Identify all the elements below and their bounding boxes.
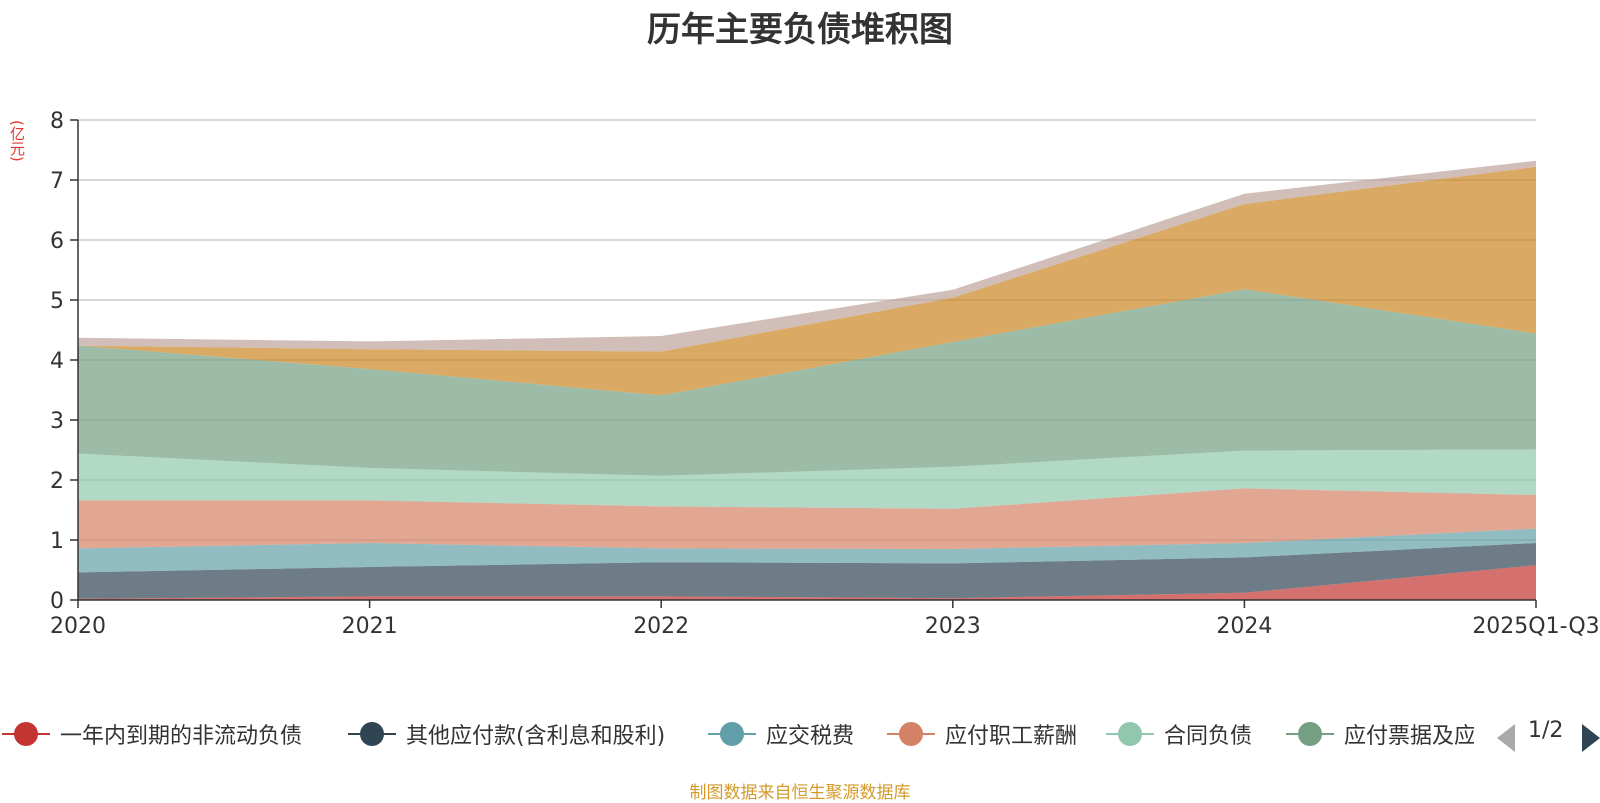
area-series-5[interactable] (78, 289, 1536, 476)
legend-label: 其他应付款(含利息和股利) (406, 724, 666, 749)
y-tick-label: 5 (50, 289, 64, 314)
area-series-2[interactable] (78, 528, 1536, 573)
legend: 一年内到期的非流动负债 其他应付款(含利息和股利) 应交税费 应付职工薪酬 合同负债 应付… (0, 716, 1600, 752)
area-series-1[interactable] (78, 543, 1536, 599)
x-tick-label: 2021 (342, 614, 398, 639)
legend-marker-icon (0, 716, 52, 752)
legend-marker-icon (1284, 716, 1336, 752)
y-tick-label: 4 (50, 349, 64, 374)
area-series-7[interactable] (78, 160, 1536, 352)
legend-label: 应付职工薪酬 (945, 724, 1078, 749)
y-axis-unit-label: (亿元) (8, 120, 26, 162)
source-note: 制图数据来自恒生聚源数据库 (689, 783, 911, 803)
legend-item-0[interactable]: 一年内到期的非流动负债 (0, 716, 302, 752)
y-tick-label: 8 (50, 109, 64, 134)
legend-label: 应交税费 (766, 724, 855, 749)
area-series-0[interactable] (78, 565, 1536, 600)
legend-marker-icon (1104, 716, 1156, 752)
legend-page-indicator: 1/2 (1528, 718, 1564, 743)
x-tick-label: 2020 (50, 614, 106, 639)
area-series-3[interactable] (78, 488, 1536, 549)
area-series-6[interactable] (78, 166, 1536, 396)
y-tick-label: 0 (50, 589, 64, 614)
chart-title: 历年主要负债堆积图 (647, 10, 953, 50)
area-series (78, 160, 1536, 600)
y-tick-label: 1 (50, 529, 64, 554)
legend-label: 应付票据及应付账款 (1344, 724, 1474, 749)
area-series-4[interactable] (78, 449, 1536, 509)
stacked-area-chart: 0 1 2 3 4 5 6 7 8 2020 2021 2022 2023 2024 2025Q1-Q3 (50, 109, 1600, 639)
y-tick-label: 6 (50, 229, 64, 254)
x-tick-label: 2022 (633, 614, 689, 639)
legend-marker-icon (346, 716, 398, 752)
legend-item-1[interactable]: 其他应付款(含利息和股利) (346, 716, 665, 752)
legend-item-3[interactable]: 应付职工薪酬 (885, 716, 1077, 752)
y-tick-label: 2 (50, 469, 64, 494)
x-tick-label: 2023 (925, 614, 981, 639)
legend-label: 一年内到期的非流动负债 (60, 724, 303, 749)
x-tick-label: 2024 (1216, 614, 1272, 639)
y-tick-label: 3 (50, 409, 64, 434)
legend-marker-icon (706, 716, 758, 752)
x-tick-label: 2025Q1-Q3 (1472, 614, 1599, 639)
legend-marker-icon (885, 716, 937, 752)
legend-item-4[interactable]: 合同负债 (1104, 716, 1252, 752)
legend-prev-page-icon[interactable] (1497, 724, 1515, 752)
axes: 0 1 2 3 4 5 6 7 8 2020 2021 2022 2023 2024 2025Q1-Q3 (50, 109, 1600, 639)
y-tick-label: 7 (50, 169, 64, 194)
legend-item-5[interactable]: 应付票据及应付账款 (1284, 716, 1474, 752)
legend-label: 合同负债 (1164, 724, 1253, 749)
legend-items: 一年内到期的非流动负债 其他应付款(含利息和股利) 应交税费 应付职工薪酬 合同负债 应付… (0, 716, 1474, 752)
legend-next-page-icon[interactable] (1582, 724, 1600, 752)
legend-item-2[interactable]: 应交税费 (706, 716, 854, 752)
